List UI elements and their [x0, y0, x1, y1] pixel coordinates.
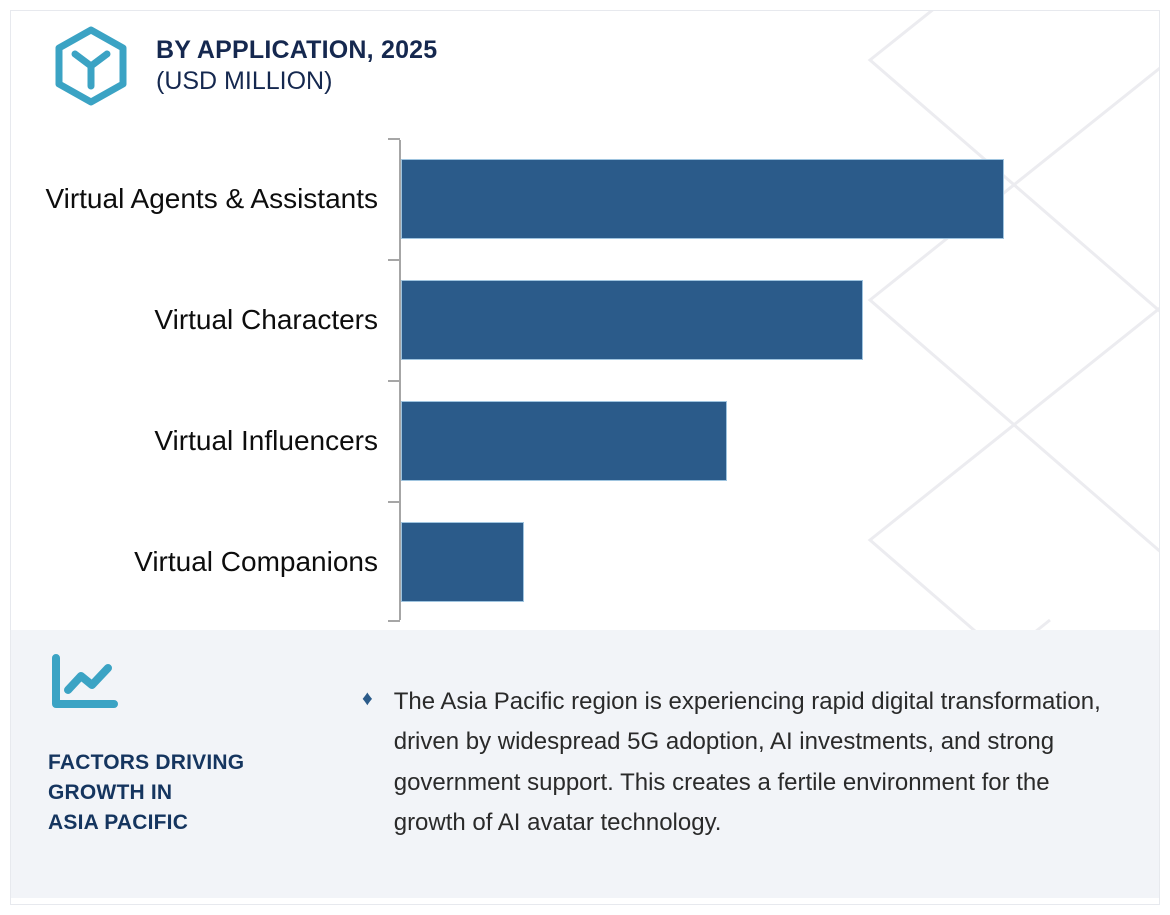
axis-tick — [388, 259, 400, 261]
factors-heading-line: FACTORS DRIVING — [48, 751, 245, 774]
factors-panel-left: FACTORS DRIVING GROWTH IN ASIA PACIFIC — [48, 652, 368, 837]
y-axis-line — [399, 140, 401, 620]
axis-tick — [388, 380, 400, 382]
factors-panel: FACTORS DRIVING GROWTH IN ASIA PACIFIC ♦ T… — [10, 630, 1160, 898]
bar — [401, 521, 524, 602]
page-title: BY APPLICATION, 2025 — [156, 36, 438, 64]
header-text-block: BY APPLICATION, 2025 (USD MILLION) — [156, 36, 437, 96]
category-label: Virtual Influencers — [154, 424, 378, 456]
bar — [401, 279, 863, 360]
chart-units-subtitle: (USD MILLION) — [156, 67, 333, 95]
axis-tick — [388, 620, 400, 622]
category-label: Virtual Agents & Assistants — [45, 182, 378, 214]
bar — [401, 400, 727, 481]
factors-heading: FACTORS DRIVING GROWTH IN ASIA PACIFIC — [48, 748, 368, 837]
factors-body-text: The Asia Pacific region is experiencing … — [393, 688, 1101, 836]
category-label: Virtual Characters — [154, 303, 378, 335]
axis-tick — [388, 138, 400, 140]
hexagon-y-icon — [55, 26, 127, 106]
bar — [401, 158, 1004, 239]
line-chart-icon — [52, 654, 118, 708]
diamond-bullet-icon: ♦ — [362, 687, 373, 710]
factors-panel-right: ♦ The Asia Pacific region is experiencin… — [362, 682, 1132, 843]
axis-tick — [388, 501, 400, 503]
factors-heading-line: GROWTH IN — [48, 780, 173, 804]
category-label: Virtual Companions — [134, 545, 378, 577]
chart-header: BY APPLICATION, 2025 (USD MILLION) — [52, 26, 437, 106]
horizontal-bar-chart: Virtual Agents & Assistants Virtual Chara… — [0, 138, 1170, 622]
factors-heading-line: ASIA PACIFIC — [48, 810, 189, 834]
category-axis-labels: Virtual Agents & Assistants Virtual Chara… — [0, 138, 378, 622]
